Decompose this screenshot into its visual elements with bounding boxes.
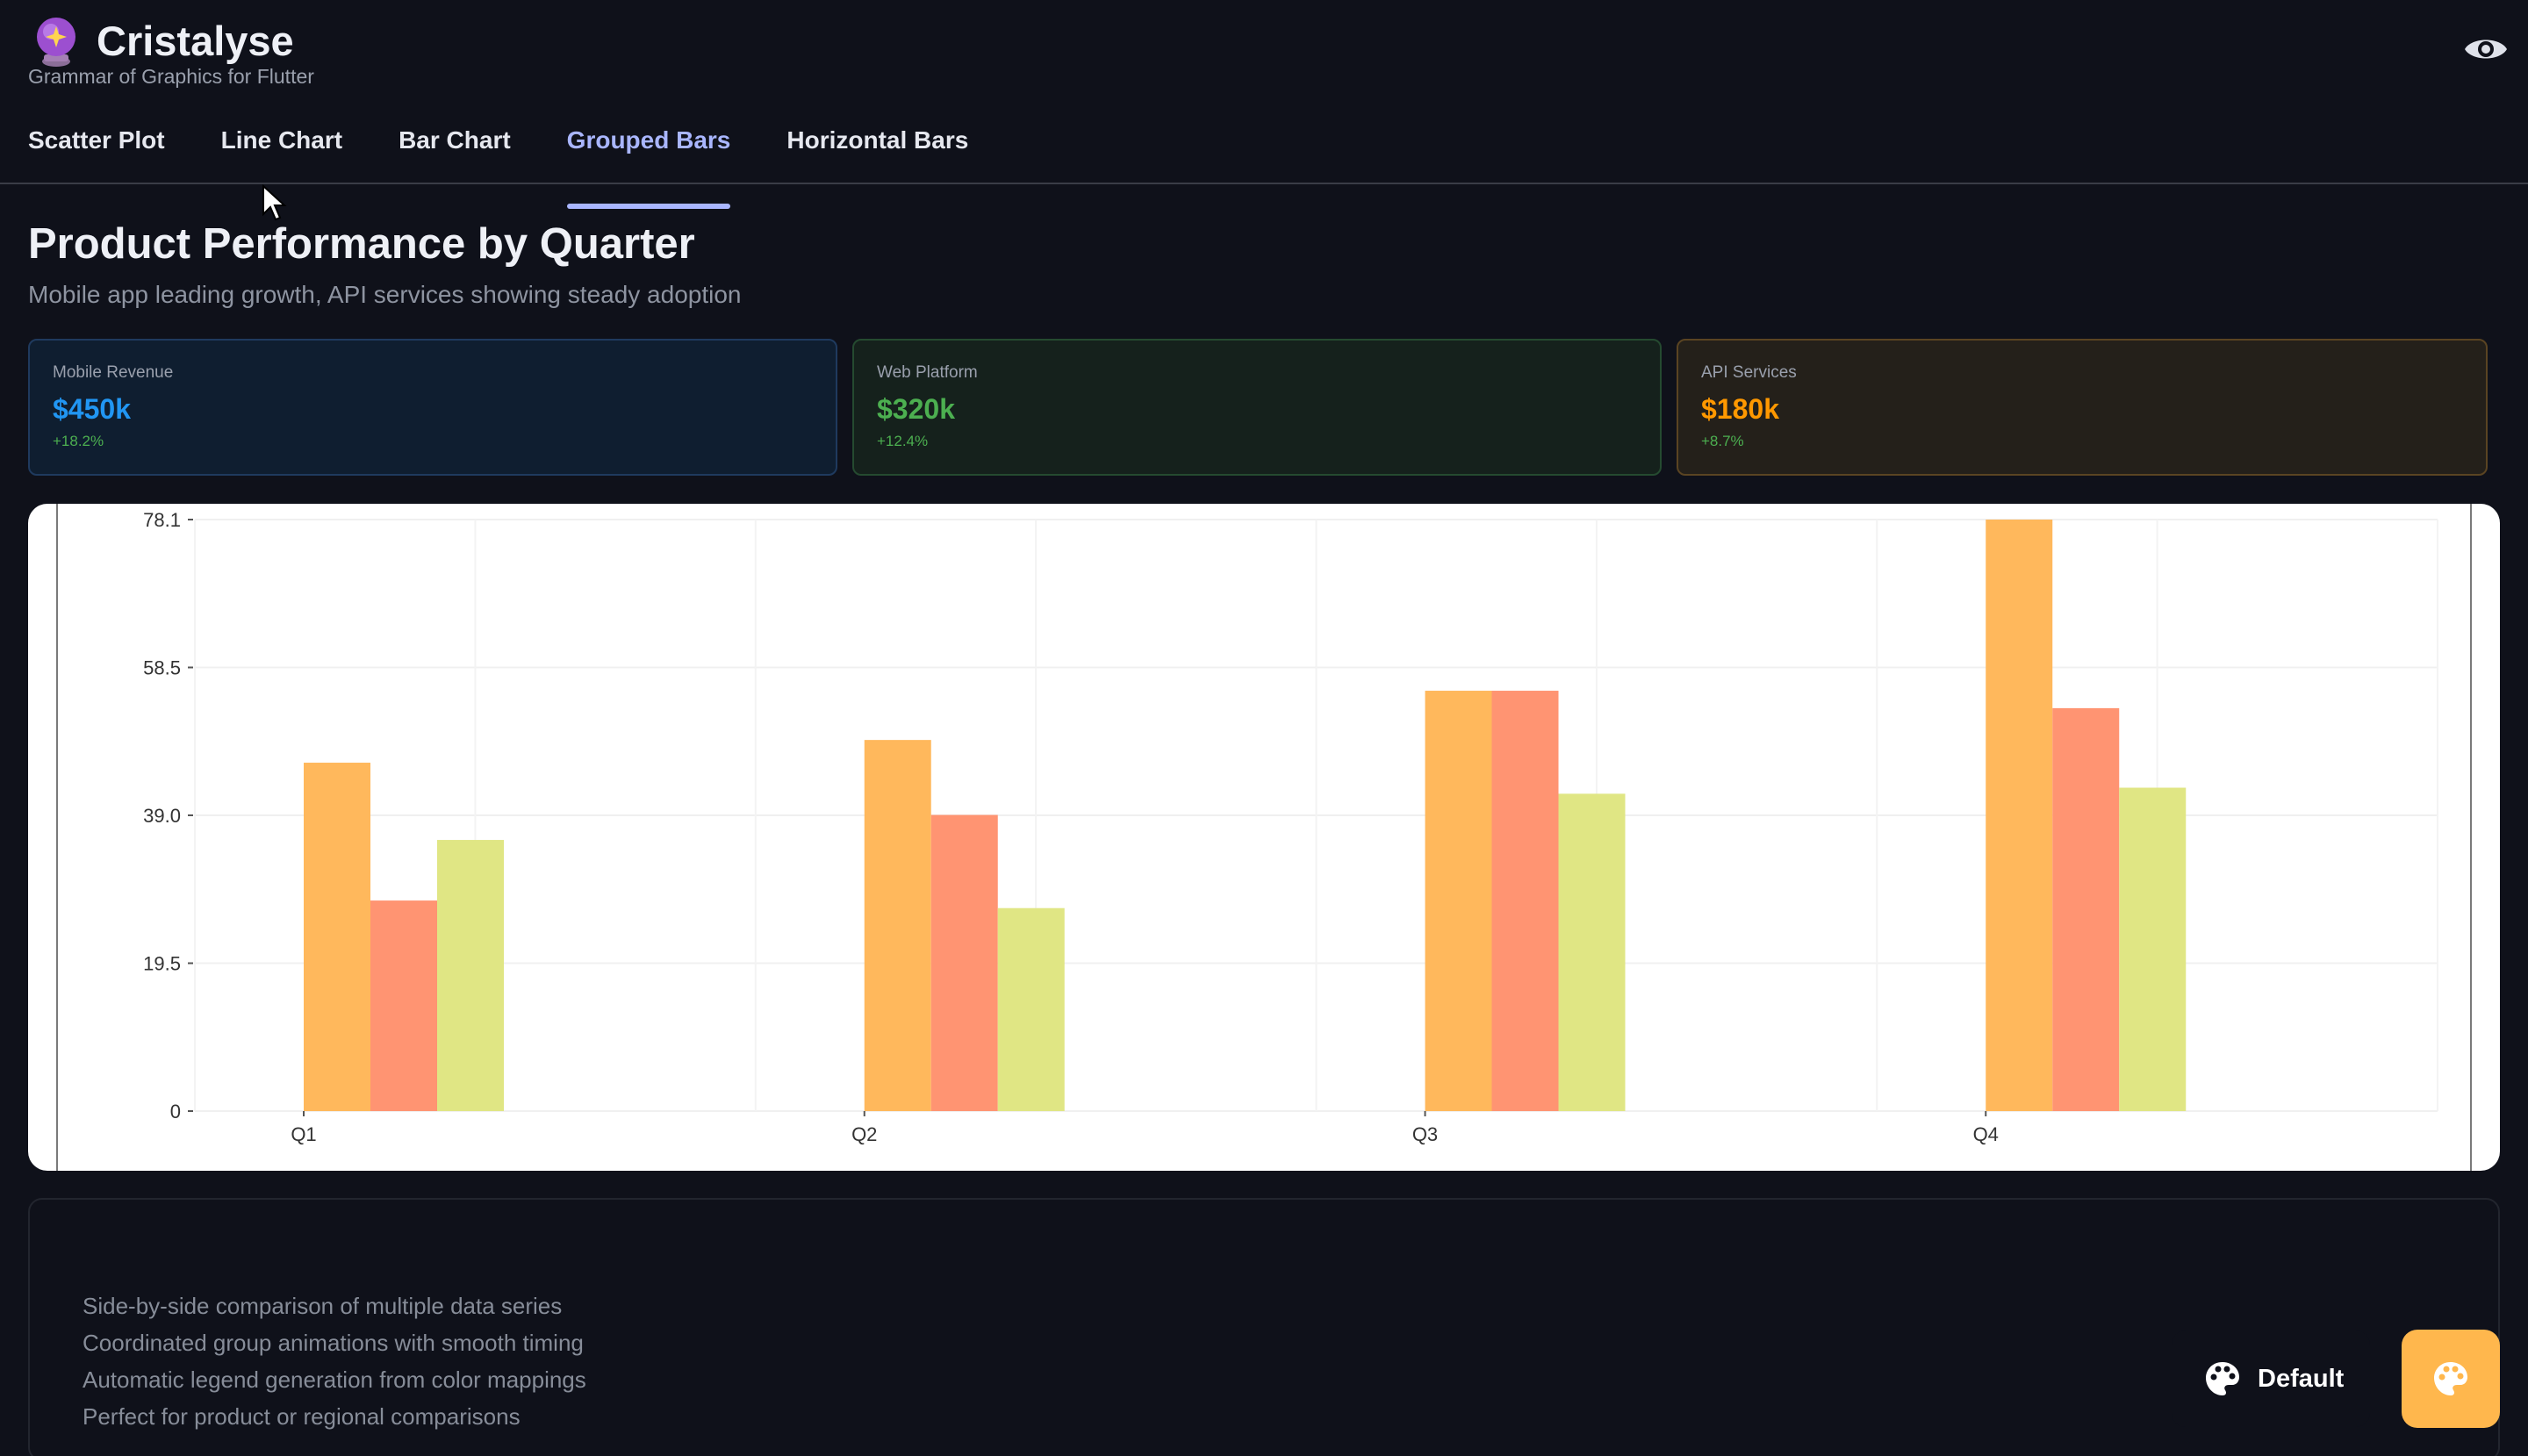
bar-q4-series-3: [2119, 787, 2187, 1111]
bar-q2-series-2: [930, 814, 998, 1111]
mouse-cursor-icon: [262, 184, 287, 221]
tab-scatter-plot[interactable]: Scatter Plot: [28, 126, 165, 154]
theme-selector-button[interactable]: Default: [2172, 1330, 2370, 1427]
app-subtitle: Grammar of Graphics for Flutter: [28, 65, 314, 88]
x-tick-label: Q4: [1973, 1123, 1999, 1145]
bar-q1-series-3: [437, 840, 504, 1111]
page-subtitle: Mobile app leading growth, API services …: [28, 281, 742, 308]
bar-q4-series-1: [1986, 520, 2053, 1111]
tab-grouped-bars[interactable]: Grouped Bars: [539, 121, 759, 209]
features-list: Side-by-side comparison of multiple data…: [83, 1287, 586, 1435]
palette-icon: [2434, 1362, 2467, 1395]
bar-q1-series-2: [370, 900, 437, 1111]
bar-q4-series-2: [2052, 707, 2120, 1111]
stat-value: $320k: [877, 393, 955, 425]
feature-item: Side-by-side comparison of multiple data…: [83, 1293, 563, 1319]
crystal-ball-icon: [37, 18, 75, 67]
stat-value: $450k: [53, 393, 131, 425]
tab-line-chart[interactable]: Line Chart: [220, 126, 343, 154]
eye-icon[interactable]: [2463, 32, 2509, 67]
bar-q2-series-3: [997, 907, 1065, 1111]
y-tick-label: 39.0: [143, 805, 181, 827]
stat-card-mobile-revenue: Mobile Revenue $450k +18.2%: [28, 339, 837, 476]
stat-change: +8.7%: [1701, 433, 1744, 449]
y-tick-label: 58.5: [143, 657, 181, 679]
x-tick-label: Q2: [851, 1123, 877, 1145]
palette-icon: [2206, 1362, 2239, 1395]
y-tick-label: 19.5: [143, 953, 181, 975]
stat-card-web-platform: Web Platform $320k +12.4%: [852, 339, 1662, 476]
feature-item: Perfect for product or regional comparis…: [83, 1403, 521, 1430]
stat-card-api-services: API Services $180k +8.7%: [1677, 339, 2488, 476]
feature-item: Coordinated group animations with smooth…: [83, 1330, 584, 1356]
feature-item: Automatic legend generation from color m…: [83, 1366, 586, 1393]
app-title: Cristalyse: [97, 17, 294, 64]
bar-q1-series-1: [304, 763, 370, 1111]
stat-change: +12.4%: [877, 433, 929, 449]
page-title: Product Performance by Quarter: [28, 220, 695, 268]
bar-q2-series-1: [864, 740, 931, 1111]
tab-horizontal-bars[interactable]: Horizontal Bars: [786, 126, 969, 154]
palette-fab-button[interactable]: [2402, 1330, 2500, 1428]
features-panel: Side-by-side comparison of multiple data…: [28, 1198, 2500, 1456]
grouped-bar-chart: 0 19.5 39.0 58.5 78.1 Q1 Q2 Q3 Q4: [28, 504, 2500, 1171]
brand: Cristalyse: [28, 12, 294, 68]
chart-canvas: 0 19.5 39.0 58.5 78.1 Q1 Q2 Q3 Q4: [143, 509, 2438, 1145]
bar-q3-series-3: [1558, 793, 1626, 1111]
theme-label: Default: [2258, 1364, 2345, 1393]
stat-label: API Services: [1701, 363, 1797, 382]
tab-bar-chart[interactable]: Bar Chart: [399, 126, 511, 154]
app-header: Cristalyse Grammar of Graphics for Flutt…: [0, 0, 2528, 209]
y-tick-label: 78.1: [143, 509, 181, 531]
stat-label: Web Platform: [877, 363, 978, 382]
bar-q3-series-1: [1425, 691, 1492, 1111]
y-tick-label: 0: [170, 1101, 181, 1122]
x-tick-label: Q3: [1412, 1123, 1438, 1145]
chart-tabs: Scatter Plot Line Chart Bar Chart Groupe…: [0, 121, 996, 209]
stat-label: Mobile Revenue: [53, 363, 174, 382]
stat-change: +18.2%: [53, 433, 104, 449]
bar-q3-series-2: [1491, 691, 1559, 1111]
stat-value: $180k: [1701, 393, 1779, 425]
x-tick-label: Q1: [291, 1123, 316, 1145]
